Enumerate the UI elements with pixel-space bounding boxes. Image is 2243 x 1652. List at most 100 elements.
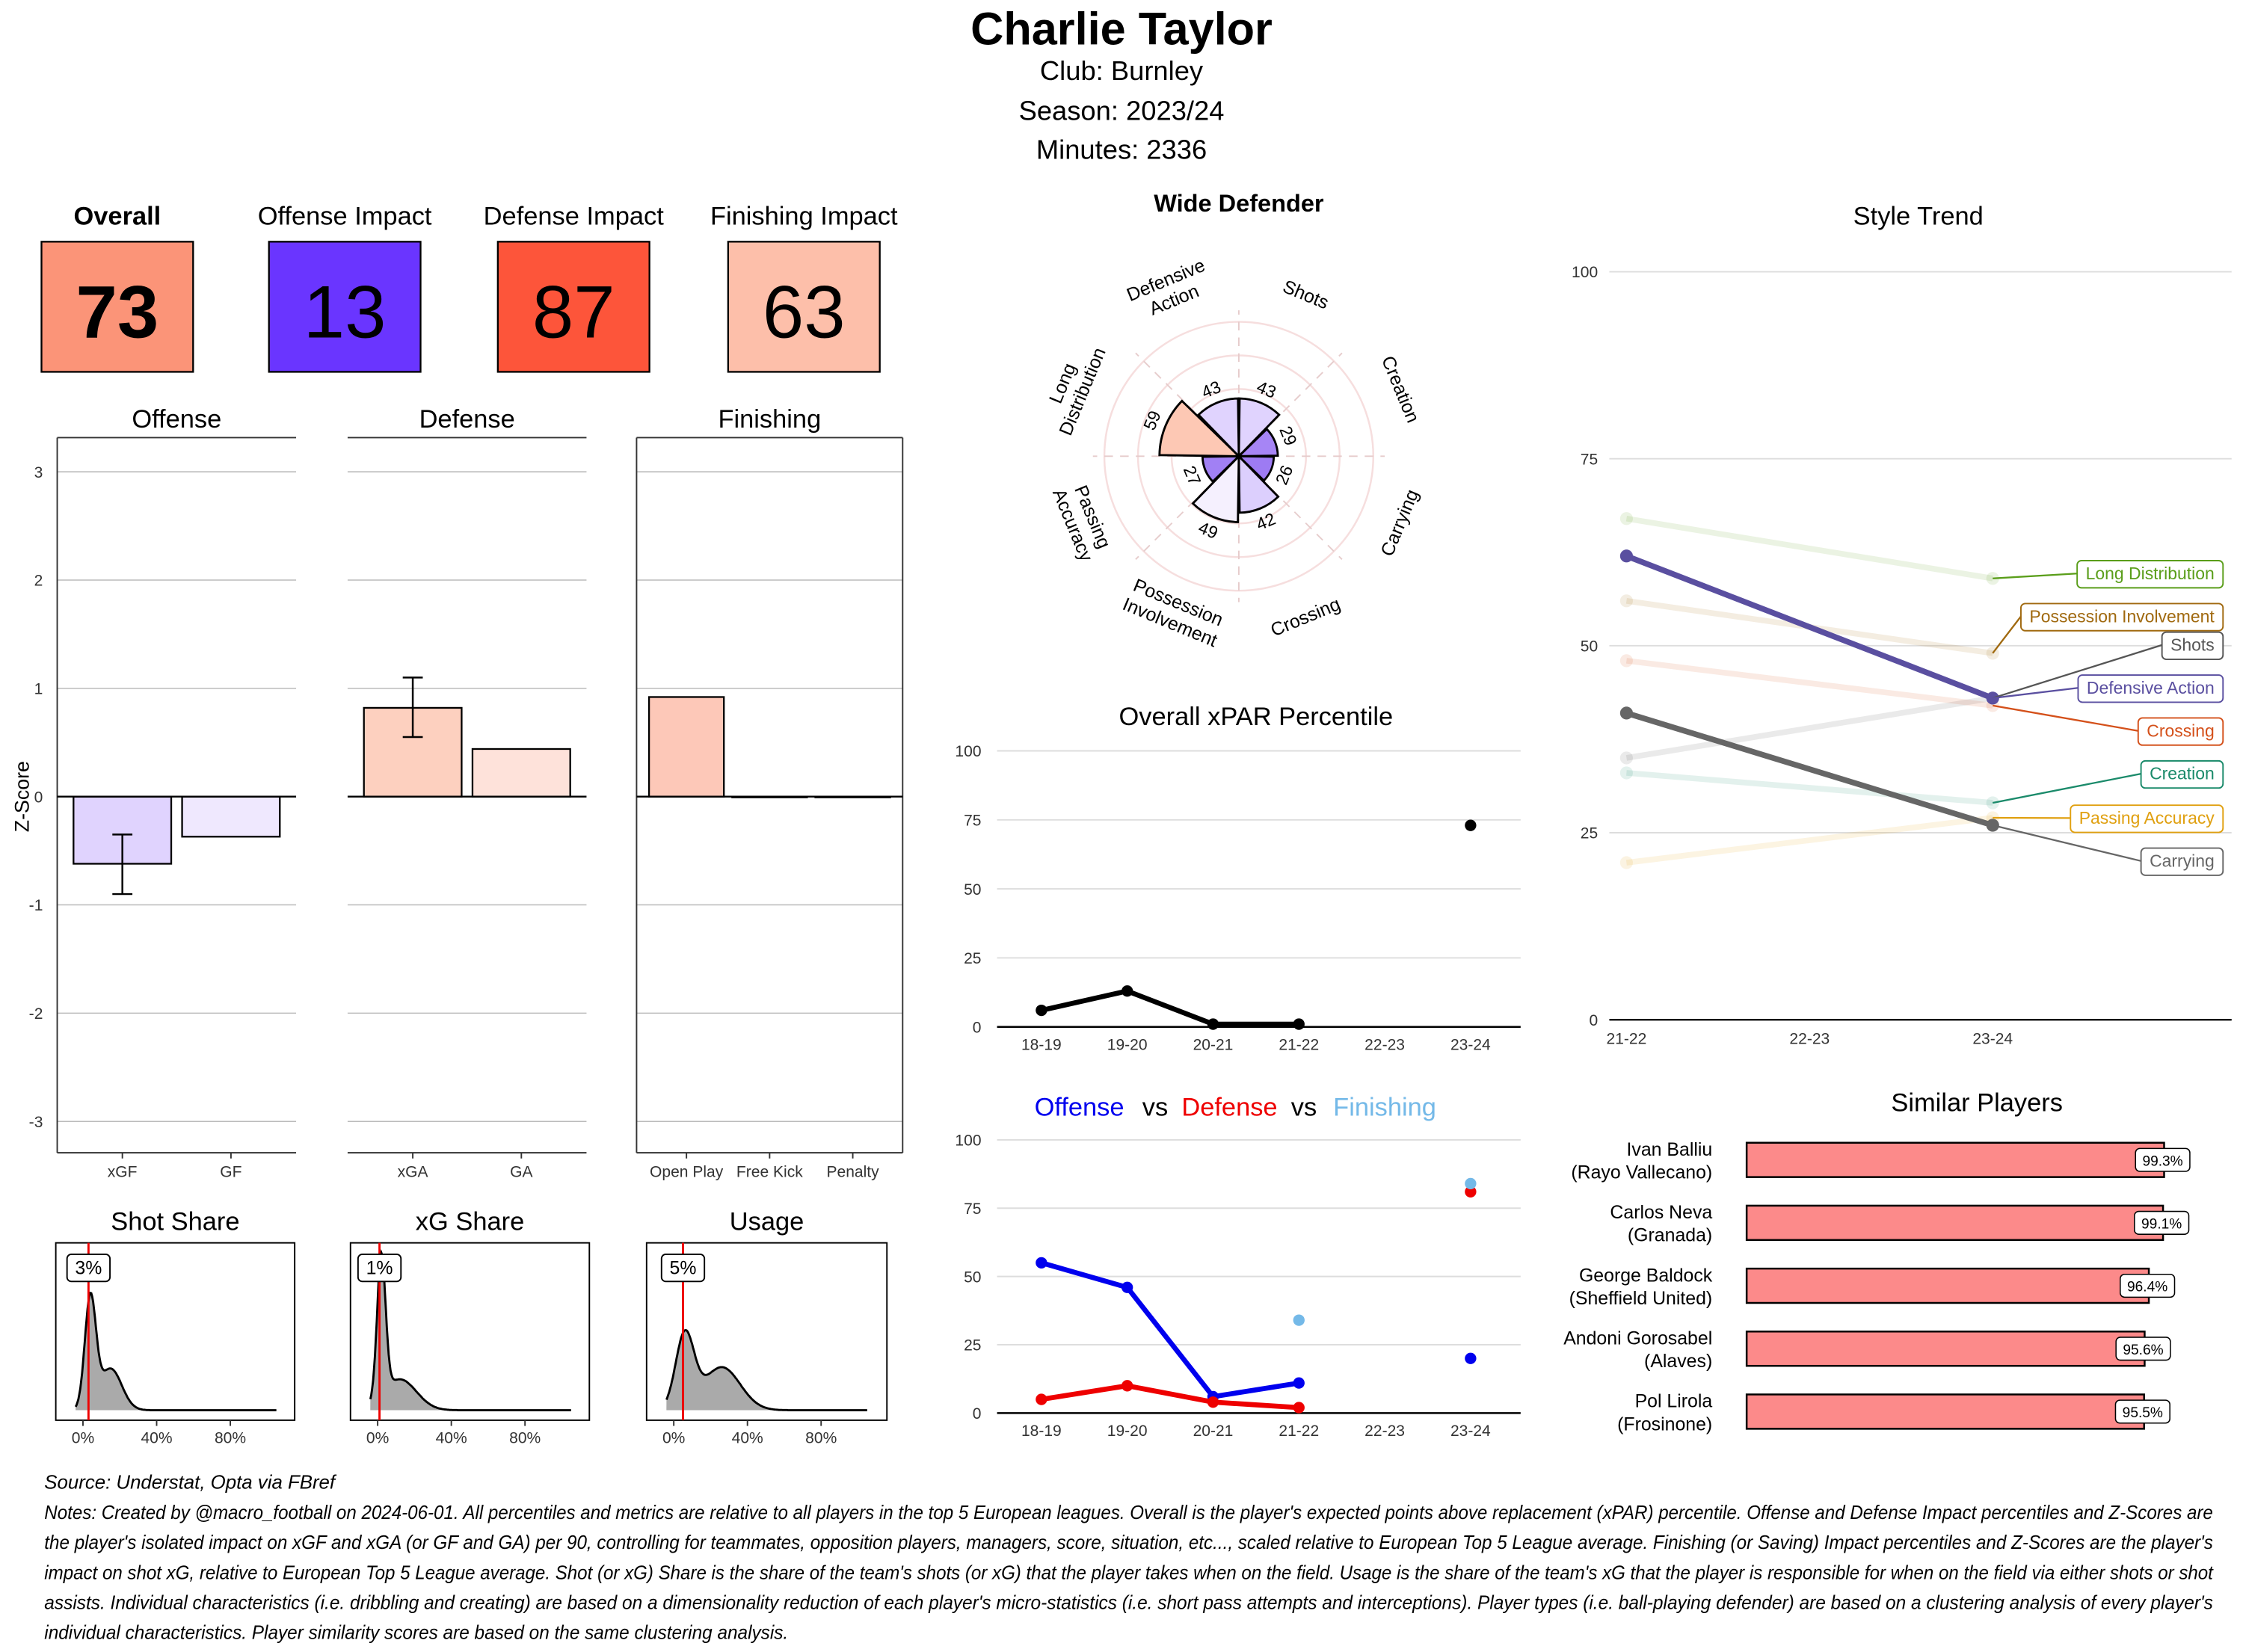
y-tick-label: 25 [964, 1337, 981, 1354]
radar-value-label: 29 [1276, 423, 1301, 449]
series-line [1041, 991, 1299, 1024]
data-point [1293, 1377, 1305, 1388]
similarity-label: 96.4% [2127, 1280, 2167, 1295]
zscore-axis-label: Z-Score [10, 761, 33, 832]
similarity-label: 99.3% [2142, 1153, 2182, 1169]
radar-chart: 43Shots29Creation26Carrying42Crossing49P… [1036, 255, 1424, 652]
data-point [1465, 820, 1476, 831]
y-tick-label: 50 [964, 1269, 981, 1286]
trend-label: Defensive Action [2087, 678, 2215, 697]
player-club: (Alaves) [1644, 1351, 1712, 1372]
trend-line [1626, 519, 1993, 579]
y-tick-label: -3 [29, 1114, 43, 1131]
score-label: Finishing Impact [710, 202, 898, 230]
x-tick-label: 80% [805, 1430, 837, 1447]
y-tick-label: 0 [973, 1405, 982, 1423]
trend-label: Possession Involvement [2029, 606, 2215, 626]
y-tick-label: 75 [964, 1201, 981, 1218]
trend-point [1620, 751, 1633, 764]
y-tick-label: 100 [1572, 264, 1598, 281]
similarity-label: 95.6% [2123, 1343, 2163, 1358]
panel-title: Finishing [718, 405, 821, 434]
x-tick-label: 23-24 [1450, 1036, 1491, 1053]
notes-line: individual characteristics. Player simil… [44, 1623, 788, 1644]
x-tick-label: 18-19 [1021, 1423, 1062, 1440]
panel-title: Offense [132, 405, 221, 434]
x-tick-label: 40% [732, 1430, 763, 1447]
x-tick-label: 21-22 [1279, 1036, 1319, 1053]
label-connector [1993, 688, 2078, 698]
x-tick-label: 0% [72, 1430, 94, 1447]
x-tick-label: 40% [141, 1430, 172, 1447]
x-tick-label: 18-19 [1021, 1036, 1062, 1053]
score-label: Offense Impact [258, 202, 432, 230]
y-tick-label: -1 [29, 897, 43, 914]
odf-title-offense: Offense [1035, 1093, 1124, 1121]
x-tick-label: 19-20 [1107, 1036, 1148, 1053]
season-line: Season: 2023/24 [1019, 96, 1225, 126]
player-club: (Granada) [1628, 1225, 1712, 1246]
trend-point [1620, 766, 1633, 779]
x-tick-label: 23-24 [1972, 1031, 2013, 1048]
x-tick-label: Free Kick [736, 1164, 803, 1181]
panel-title: Defense [419, 405, 515, 434]
x-tick-label: 21-22 [1607, 1031, 1647, 1048]
trend-point [1620, 654, 1633, 667]
similarity-bar [1747, 1331, 2144, 1366]
y-tick-label: 0 [1589, 1012, 1598, 1029]
label-connector [1993, 706, 2138, 731]
similarity-bar [1747, 1143, 2164, 1177]
odf-title-finishing: Finishing [1333, 1093, 1436, 1121]
score-value: 13 [304, 271, 387, 354]
similarity-label: 95.5% [2123, 1405, 2163, 1421]
value-label: 3% [75, 1258, 102, 1279]
trend-line [1626, 818, 1993, 863]
x-tick-label: 0% [366, 1430, 389, 1447]
zscore-bar [182, 797, 280, 837]
data-point [1207, 1396, 1219, 1408]
data-point [1207, 1018, 1219, 1029]
y-tick-label: 0 [973, 1019, 982, 1036]
label-connector [1993, 617, 2021, 653]
data-point [1465, 1178, 1476, 1189]
radar-value-label: 49 [1196, 517, 1221, 543]
y-tick-label: 75 [1581, 451, 1598, 468]
data-point [1122, 1380, 1133, 1391]
x-tick-label: 20-21 [1193, 1423, 1234, 1440]
similarity-label: 99.1% [2141, 1217, 2182, 1233]
source-note: Source: Understat, Opta via FBref [44, 1473, 337, 1494]
notes-line: the player's isolated impact on xGF and … [44, 1532, 2213, 1553]
y-tick-label: 25 [1581, 825, 1598, 842]
data-point [1036, 1257, 1047, 1269]
trend-point [1620, 594, 1633, 607]
player-name: Charlie Taylor [970, 3, 1273, 54]
data-point [1465, 1353, 1476, 1364]
trend-line [1626, 556, 1993, 698]
x-tick-label: 80% [215, 1430, 246, 1447]
x-tick-label: 21-22 [1279, 1423, 1319, 1440]
x-tick-label: Penalty [826, 1164, 879, 1181]
distribution-title: Shot Share [111, 1207, 239, 1236]
x-tick-label: 40% [436, 1430, 467, 1447]
similarity-bar [1747, 1269, 2149, 1303]
data-point [1293, 1314, 1305, 1325]
similar-players-title: Similar Players [1891, 1089, 2063, 1118]
value-label: 5% [670, 1258, 697, 1279]
xpar-title: Overall xPAR Percentile [1119, 703, 1394, 731]
x-tick-label: 22-23 [1364, 1036, 1405, 1053]
label-connector [1993, 573, 2077, 579]
player-name: Pol Lirola [1635, 1391, 1713, 1412]
similarity-bar [1747, 1206, 2163, 1240]
data-point [1122, 985, 1133, 996]
data-point [1293, 1018, 1305, 1029]
data-point [1293, 1402, 1305, 1413]
x-tick-label: GA [510, 1164, 532, 1181]
trend-label: Crossing [2147, 721, 2215, 740]
y-tick-label: 75 [964, 812, 981, 829]
x-tick-label: Open Play [650, 1164, 724, 1181]
score-label: Overall [74, 202, 161, 230]
